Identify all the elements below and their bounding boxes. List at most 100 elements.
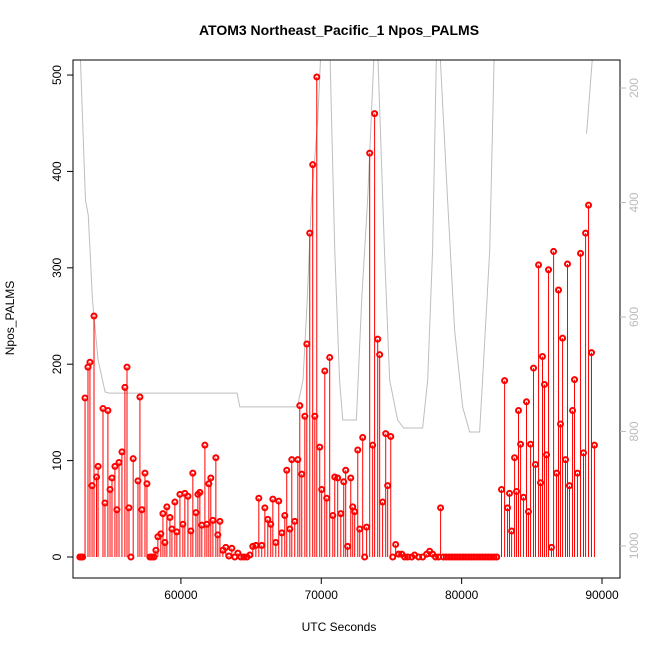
point (298, 470, 306, 478)
point (163, 503, 171, 511)
point (171, 498, 179, 506)
point (555, 286, 563, 294)
y-tick-label: 300 (50, 257, 64, 277)
point (340, 478, 348, 486)
point (517, 440, 525, 448)
depth-line (79, 60, 593, 433)
point (179, 520, 187, 528)
y-tick-label: 0 (50, 553, 64, 560)
point (326, 353, 334, 361)
point (184, 492, 192, 500)
point (347, 474, 355, 482)
point (376, 351, 384, 359)
point (321, 367, 329, 375)
point (344, 542, 352, 550)
point (531, 460, 539, 468)
point (106, 486, 114, 494)
point (94, 462, 102, 470)
point (369, 441, 377, 449)
plot-frame (72, 59, 621, 579)
point (125, 504, 133, 512)
x-axis-label: UTC Seconds (302, 620, 377, 634)
point (366, 149, 374, 157)
point (216, 517, 224, 525)
point (203, 520, 211, 528)
point (255, 494, 263, 502)
point (264, 515, 272, 523)
point (237, 553, 245, 561)
point (565, 482, 573, 490)
point (573, 469, 581, 477)
point (311, 412, 319, 420)
point (437, 504, 445, 512)
x-tick-label: 60000 (164, 588, 198, 602)
point (506, 489, 514, 497)
point (141, 469, 149, 477)
x-tick-label: 70000 (305, 588, 339, 602)
point (161, 539, 169, 547)
point (550, 247, 558, 255)
point (537, 479, 545, 487)
x-tick-label: 90000 (585, 588, 619, 602)
point (545, 266, 553, 274)
point (258, 541, 266, 549)
point (553, 469, 561, 477)
point (318, 486, 326, 494)
point (490, 553, 498, 561)
y-tick-label: 400 (50, 161, 64, 181)
point (90, 312, 98, 320)
point (291, 517, 299, 525)
point (401, 553, 409, 561)
point (371, 110, 379, 118)
point (228, 544, 236, 552)
point (514, 406, 522, 414)
point (395, 550, 403, 558)
point (562, 456, 570, 464)
point (354, 446, 362, 454)
point (286, 525, 294, 533)
point (288, 456, 296, 464)
point (501, 377, 509, 385)
point (281, 512, 289, 520)
point (143, 480, 151, 488)
point (301, 412, 309, 420)
point (93, 473, 101, 481)
point (222, 543, 230, 551)
y2-tick-label: 400 (627, 192, 641, 212)
point (134, 477, 142, 485)
point (535, 261, 543, 269)
point (389, 553, 397, 561)
point (392, 540, 400, 548)
point (201, 441, 209, 449)
point (543, 451, 551, 459)
point (136, 393, 144, 401)
point (361, 553, 369, 561)
point (363, 523, 371, 531)
point (275, 497, 283, 505)
point (585, 201, 593, 209)
point (187, 527, 195, 535)
point (283, 466, 291, 474)
point (569, 406, 577, 414)
point (207, 474, 215, 482)
y2-tick-label: 200 (627, 78, 641, 98)
point (269, 495, 277, 503)
point (379, 498, 387, 506)
point (522, 398, 530, 406)
point (334, 474, 342, 482)
point (138, 506, 146, 514)
point (351, 508, 359, 516)
point (530, 364, 538, 372)
point (493, 553, 501, 561)
point (374, 335, 382, 343)
point (513, 487, 521, 495)
point (587, 349, 595, 357)
y2-tick-label: 800 (627, 421, 641, 441)
plot-area (76, 60, 598, 561)
point (196, 488, 204, 496)
point (504, 504, 512, 512)
x-tick-label: 80000 (445, 588, 479, 602)
y2-tick-label: 600 (627, 307, 641, 327)
point (415, 553, 423, 561)
point (212, 454, 220, 462)
